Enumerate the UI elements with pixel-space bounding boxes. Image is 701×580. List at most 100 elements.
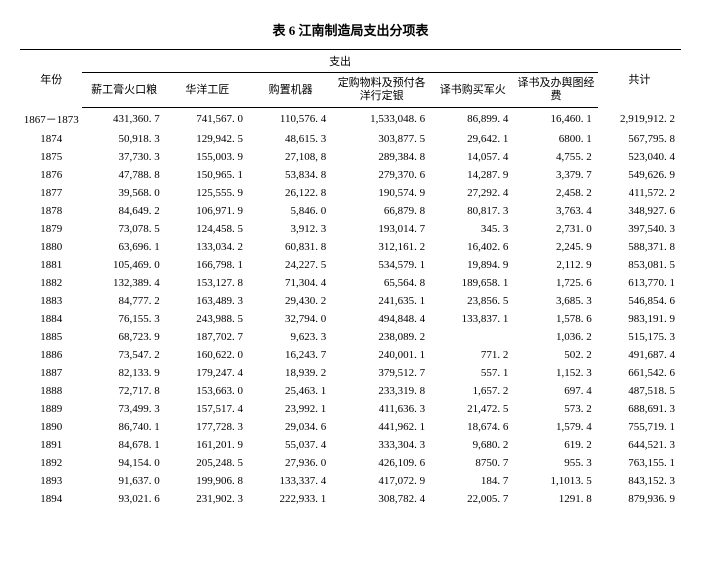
table-row: 1881105,469. 0166,798. 124,227. 5534,579… — [20, 256, 681, 274]
cell-expense: 441,962. 1 — [332, 418, 431, 436]
cell-expense: 73,547. 2 — [82, 346, 165, 364]
cell-year: 1874 — [20, 130, 82, 148]
cell-expense: 48,615. 3 — [249, 130, 332, 148]
cell-expense: 124,458. 5 — [166, 220, 249, 238]
cell-expense: 333,304. 3 — [332, 436, 431, 454]
cell-expense: 9,680. 2 — [431, 436, 514, 454]
cell-expense: 177,728. 3 — [166, 418, 249, 436]
table-row: 189184,678. 1161,201. 955,037. 4333,304.… — [20, 436, 681, 454]
cell-expense: 129,942. 5 — [166, 130, 249, 148]
cell-expense: 29,430. 2 — [249, 292, 332, 310]
cell-expense: 29,642. 1 — [431, 130, 514, 148]
cell-expense: 86,740. 1 — [82, 418, 165, 436]
cell-expense: 47,788. 8 — [82, 166, 165, 184]
cell-total: 688,691. 3 — [598, 400, 681, 418]
cell-expense: 25,463. 1 — [249, 382, 332, 400]
cell-expense: 91,637. 0 — [82, 472, 165, 490]
cell-expense: 16,402. 6 — [431, 238, 514, 256]
cell-expense: 3,379. 7 — [514, 166, 597, 184]
table-row: 187884,649. 2106,971. 95,846. 066,879. 8… — [20, 202, 681, 220]
cell-expense: 4,755. 2 — [514, 148, 597, 166]
cell-expense: 2,245. 9 — [514, 238, 597, 256]
table-row: 188568,723. 9187,702. 79,623. 3238,089. … — [20, 328, 681, 346]
cell-expense: 241,635. 1 — [332, 292, 431, 310]
cell-expense: 279,370. 6 — [332, 166, 431, 184]
cell-expense: 345. 3 — [431, 220, 514, 238]
cell-expense: 26,122. 8 — [249, 184, 332, 202]
cell-expense: 187,702. 7 — [166, 328, 249, 346]
cell-expense: 155,003. 9 — [166, 148, 249, 166]
cell-expense: 27,936. 0 — [249, 454, 332, 472]
cell-expense: 65,564. 8 — [332, 274, 431, 292]
cell-expense: 66,879. 8 — [332, 202, 431, 220]
cell-expense: 955. 3 — [514, 454, 597, 472]
cell-expense: 494,848. 4 — [332, 310, 431, 328]
cell-expense: 233,319. 8 — [332, 382, 431, 400]
cell-year: 1884 — [20, 310, 82, 328]
cell-expense: 238,089. 2 — [332, 328, 431, 346]
cell-expense: 534,579. 1 — [332, 256, 431, 274]
cell-year: 1867－1873 — [20, 108, 82, 130]
cell-expense: 573. 2 — [514, 400, 597, 418]
cell-expense: 22,005. 7 — [431, 490, 514, 508]
cell-expense: 2,112. 9 — [514, 256, 597, 274]
cell-total: 487,518. 5 — [598, 382, 681, 400]
cell-expense: 205,248. 5 — [166, 454, 249, 472]
cell-expense: 240,001. 1 — [332, 346, 431, 364]
cell-expense: 166,798. 1 — [166, 256, 249, 274]
cell-total: 348,927. 6 — [598, 202, 681, 220]
cell-year: 1879 — [20, 220, 82, 238]
cell-expense: 1,578. 6 — [514, 310, 597, 328]
table-row: 187647,788. 8150,965. 153,834. 8279,370.… — [20, 166, 681, 184]
cell-expense: 14,057. 4 — [431, 148, 514, 166]
cell-expense: 39,568. 0 — [82, 184, 165, 202]
cell-year: 1890 — [20, 418, 82, 436]
table-row: 1882132,389. 4153,127. 871,304. 465,564.… — [20, 274, 681, 292]
cell-total: 546,854. 6 — [598, 292, 681, 310]
cell-expense: 231,902. 3 — [166, 490, 249, 508]
table-row: 188384,777. 2163,489. 329,430. 2241,635.… — [20, 292, 681, 310]
cell-total: 983,191. 9 — [598, 310, 681, 328]
table-row: 187537,730. 3155,003. 927,108, 8289,384.… — [20, 148, 681, 166]
cell-expense: 771. 2 — [431, 346, 514, 364]
cell-year: 1887 — [20, 364, 82, 382]
col-c4-header: 定购物料及预付各洋行定银 — [332, 73, 431, 108]
cell-expense: 105,469. 0 — [82, 256, 165, 274]
cell-year: 1876 — [20, 166, 82, 184]
cell-total: 523,040. 4 — [598, 148, 681, 166]
cell-year: 1883 — [20, 292, 82, 310]
cell-expense: 82,133. 9 — [82, 364, 165, 382]
cell-expense: 157,517. 4 — [166, 400, 249, 418]
cell-expense: 1,533,048. 6 — [332, 108, 431, 130]
cell-expense: 14,287. 9 — [431, 166, 514, 184]
cell-expense: 697. 4 — [514, 382, 597, 400]
cell-expense: 53,834. 8 — [249, 166, 332, 184]
cell-expense: 76,155. 3 — [82, 310, 165, 328]
cell-expense: 190,574. 9 — [332, 184, 431, 202]
cell-expense: 2,731. 0 — [514, 220, 597, 238]
cell-expense: 19,894. 9 — [431, 256, 514, 274]
table-row: 188476,155. 3243,988. 532,794. 0494,848.… — [20, 310, 681, 328]
cell-expense: 32,794. 0 — [249, 310, 332, 328]
col-c1-header: 薪工膏火口粮 — [82, 73, 165, 108]
cell-expense: 24,227. 5 — [249, 256, 332, 274]
cell-year: 1888 — [20, 382, 82, 400]
cell-expense: 93,021. 6 — [82, 490, 165, 508]
cell-expense: 308,782. 4 — [332, 490, 431, 508]
cell-expense: 68,723. 9 — [82, 328, 165, 346]
cell-expense: 502. 2 — [514, 346, 597, 364]
cell-expense: 86,899. 4 — [431, 108, 514, 130]
cell-expense: 189,658. 1 — [431, 274, 514, 292]
cell-expense: 619. 2 — [514, 436, 597, 454]
cell-year: 1882 — [20, 274, 82, 292]
cell-total: 763,155. 1 — [598, 454, 681, 472]
cell-expense: 3,685. 3 — [514, 292, 597, 310]
cell-expense: 110,576. 4 — [249, 108, 332, 130]
cell-expense: 1291. 8 — [514, 490, 597, 508]
cell-year: 1889 — [20, 400, 82, 418]
table-row: 188872,717. 8153,663. 025,463. 1233,319.… — [20, 382, 681, 400]
cell-total: 853,081. 5 — [598, 256, 681, 274]
cell-expense: 18,674. 6 — [431, 418, 514, 436]
cell-expense: 132,389. 4 — [82, 274, 165, 292]
cell-expense: 160,622. 0 — [166, 346, 249, 364]
